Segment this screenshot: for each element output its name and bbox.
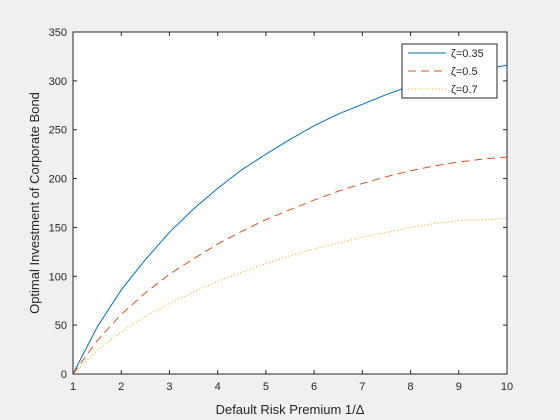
legend: ζ=0.35 ζ=0.5 ζ=0.7 [401, 43, 498, 99]
legend-label-zeta-07: ζ=0.7 [451, 84, 478, 96]
y-tick-label: 0 [61, 369, 67, 381]
y-tick-label: 300 [49, 76, 67, 88]
x-axis-label: Default Risk Premium 1/Δ [216, 402, 365, 417]
series-line-2 [72, 218, 508, 375]
x-ticks: 1 2 3 4 5 6 7 8 9 10 [70, 32, 513, 393]
y-tick-label: 200 [49, 174, 67, 186]
x-tick-label: 7 [359, 381, 365, 393]
y-ticks: 0 50 100 150 200 250 300 350 [49, 27, 507, 381]
x-tick-label: 10 [501, 381, 513, 393]
legend-label-zeta-05: ζ=0.5 [451, 66, 478, 78]
series-line-1 [72, 156, 508, 375]
x-tick-label: 3 [166, 381, 172, 393]
x-tick-label: 8 [407, 381, 413, 393]
x-tick-label: 9 [456, 381, 462, 393]
y-tick-label: 250 [49, 125, 67, 137]
x-tick-label: 5 [263, 381, 269, 393]
axes-box [72, 31, 508, 375]
y-tick-label: 150 [49, 222, 67, 234]
y-tick-label: 50 [55, 320, 67, 332]
x-tick-label: 6 [311, 381, 317, 393]
y-axis-label: Optimal Investment of Corporate Bond [27, 92, 42, 314]
x-tick-label: 2 [118, 381, 124, 393]
x-tick-label: 4 [215, 381, 221, 393]
y-tick-label: 100 [49, 271, 67, 283]
y-tick-label: 350 [49, 27, 67, 39]
x-tick-label: 1 [70, 381, 76, 393]
legend-label-zeta-035: ζ=0.35 [451, 48, 484, 60]
